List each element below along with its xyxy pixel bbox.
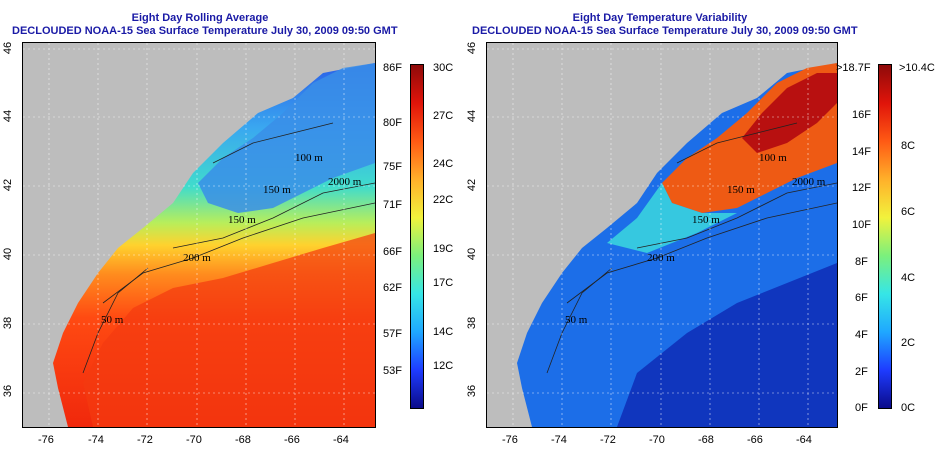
right-cb-f-label: 6F xyxy=(855,292,868,304)
left-map-svg: 100 m 2000 m 150 m 150 m 200 m 50 m xyxy=(23,43,375,427)
left-label-150m-b: 150 m xyxy=(228,214,256,226)
left-ytick: 46 xyxy=(2,41,15,55)
left-xtick: -68 xyxy=(235,434,251,446)
right-label-200m: 200 m xyxy=(647,252,675,264)
right-cb-f-label: 16F xyxy=(852,109,871,121)
right-cb-f-label: 12F xyxy=(852,182,871,194)
left-xtick: -70 xyxy=(186,434,202,446)
right-cb-c-label: 8C xyxy=(901,140,916,152)
left-ytick: 40 xyxy=(2,247,15,261)
left-xtick: -74 xyxy=(88,434,104,446)
right-map-svg: 100 m 2000 m 150 m 150 m 200 m 50 m xyxy=(487,43,837,427)
right-xtick: -66 xyxy=(747,434,763,446)
left-cb-f-label: 66F xyxy=(383,246,402,258)
left-cb-f-label: 86F xyxy=(383,62,402,74)
right-title-line2: DECLOUDED NOAA-15 Sea Surface Temperatur… xyxy=(472,25,858,37)
right-colorbar xyxy=(878,64,892,409)
left-cb-c-label: 27C xyxy=(433,110,454,122)
left-ytick: 42 xyxy=(2,178,15,192)
left-sst-map: 100 m 2000 m 150 m 150 m 200 m 50 m xyxy=(22,42,376,428)
left-ytick: 38 xyxy=(2,316,15,330)
right-cb-c-label: >10.4C xyxy=(899,62,935,74)
right-ytick: 36 xyxy=(466,384,479,398)
right-xtick: -74 xyxy=(551,434,567,446)
right-xtick: -70 xyxy=(649,434,665,446)
left-cb-f-label: 57F xyxy=(383,328,402,340)
right-xtick: -64 xyxy=(796,434,812,446)
left-label-150m-a: 150 m xyxy=(263,184,291,196)
left-cb-f-label: 62F xyxy=(383,282,402,294)
right-title-line1: Eight Day Temperature Variability xyxy=(572,12,748,24)
right-shelf-band xyxy=(607,183,737,253)
right-xtick: -68 xyxy=(698,434,714,446)
left-gulf-of-maine xyxy=(198,63,375,213)
right-xtick: -72 xyxy=(600,434,616,446)
right-label-100m: 100 m xyxy=(759,152,787,164)
right-cb-f-label: 4F xyxy=(855,329,868,341)
right-label-2000m: 2000 m xyxy=(792,176,826,188)
left-ytick: 44 xyxy=(2,109,15,123)
right-label-150m-b: 150 m xyxy=(692,214,720,226)
left-cb-c-label: 24C xyxy=(433,158,454,170)
right-cb-f-label: 2F xyxy=(855,366,868,378)
left-cb-c-label: 19C xyxy=(433,243,454,255)
right-cb-c-label: 4C xyxy=(901,272,916,284)
left-label-2000m: 2000 m xyxy=(328,176,362,188)
left-warm-water xyxy=(83,233,375,427)
left-cb-c-label: 30C xyxy=(433,62,454,74)
left-title-line1: Eight Day Rolling Average xyxy=(131,12,269,24)
left-ytick: 36 xyxy=(2,384,15,398)
left-label-50m: 50 m xyxy=(101,314,124,326)
right-isobath-200m xyxy=(636,182,837,249)
right-ytick: 40 xyxy=(466,247,479,261)
left-label-200m: 200 m xyxy=(183,252,211,264)
right-cb-f-label: 8F xyxy=(855,256,868,268)
left-isobath-100m xyxy=(212,122,334,164)
left-xtick: -72 xyxy=(137,434,153,446)
left-isobath-50m xyxy=(82,267,149,374)
left-cb-c-label: 14C xyxy=(433,326,454,338)
right-isobath-100m xyxy=(676,122,798,164)
left-cb-c-label: 17C xyxy=(433,277,454,289)
right-cb-f-label: 10F xyxy=(852,219,871,231)
left-cb-c-label: 22C xyxy=(433,194,454,206)
right-isobath-50m xyxy=(546,267,613,374)
right-label-150m-a: 150 m xyxy=(727,184,755,196)
right-xtick: -76 xyxy=(502,434,518,446)
left-title-line2: DECLOUDED NOAA-15 Sea Surface Temperatur… xyxy=(12,25,398,37)
right-ytick: 38 xyxy=(466,316,479,330)
right-cb-c-label: 2C xyxy=(901,337,916,349)
right-cb-f-label: >18.7F xyxy=(836,62,871,74)
right-deep-low-variability xyxy=(617,263,837,427)
left-xtick: -66 xyxy=(284,434,300,446)
right-label-50m: 50 m xyxy=(565,314,588,326)
left-label-100m: 100 m xyxy=(295,152,323,164)
left-xtick: -76 xyxy=(38,434,54,446)
left-cb-f-label: 53F xyxy=(383,365,402,377)
right-ytick: 44 xyxy=(466,109,479,123)
right-cb-f-label: 14F xyxy=(852,146,871,158)
left-xtick: -64 xyxy=(333,434,349,446)
left-cb-c-label: 12C xyxy=(433,360,454,372)
right-cb-c-label: 6C xyxy=(901,206,916,218)
left-isobath-200m xyxy=(172,182,375,249)
right-variability-map: 100 m 2000 m 150 m 150 m 200 m 50 m xyxy=(486,42,838,428)
right-ytick: 42 xyxy=(466,178,479,192)
right-cb-f-label: 0F xyxy=(855,402,868,414)
left-colorbar xyxy=(410,64,424,409)
right-cb-c-label: 0C xyxy=(901,402,916,414)
left-cb-f-label: 71F xyxy=(383,199,402,211)
left-cb-f-label: 80F xyxy=(383,117,402,129)
right-ytick: 46 xyxy=(466,41,479,55)
right-gulf-hotspot xyxy=(742,73,837,153)
left-cb-f-label: 75F xyxy=(383,161,402,173)
